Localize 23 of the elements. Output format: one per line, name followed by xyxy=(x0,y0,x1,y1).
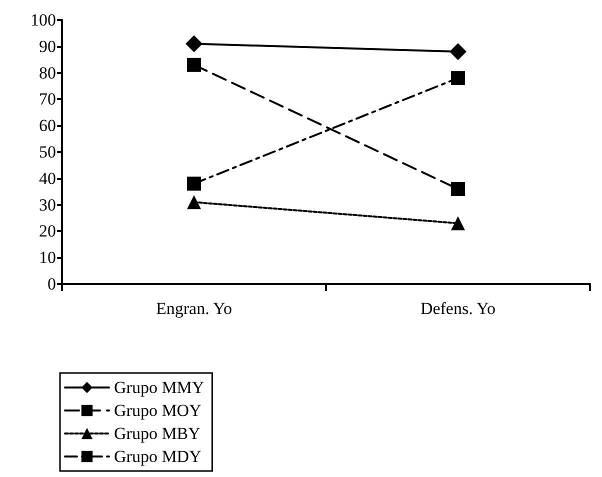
point xyxy=(451,182,465,196)
y-tick-label: 20 xyxy=(39,222,56,241)
x-tick-label: Defens. Yo xyxy=(420,299,496,318)
y-tick-label: 100 xyxy=(30,10,56,30)
y-tick-label: 60 xyxy=(39,116,56,136)
legend-label: Grupo MMY xyxy=(114,378,204,397)
y-tick-label: 50 xyxy=(39,142,56,162)
legend-label: Grupo MBY xyxy=(114,424,200,443)
y-tick-label: 0 xyxy=(48,274,56,294)
legend-label: Grupo MDY xyxy=(114,447,202,466)
point xyxy=(186,35,202,52)
y-tick-label: 40 xyxy=(39,168,56,188)
point xyxy=(187,58,201,72)
point xyxy=(187,176,201,191)
point xyxy=(451,71,465,86)
y-tick-label: 10 xyxy=(39,248,56,268)
y-tick-label: 30 xyxy=(39,195,56,214)
y-tick-label: 70 xyxy=(39,90,56,109)
y-tick-label: 80 xyxy=(39,63,56,82)
y-tick-label: 90 xyxy=(39,36,56,56)
point xyxy=(450,43,466,60)
x-tick-label: Engran. Yo xyxy=(156,299,232,318)
legend-label: Grupo MOY xyxy=(114,401,202,420)
